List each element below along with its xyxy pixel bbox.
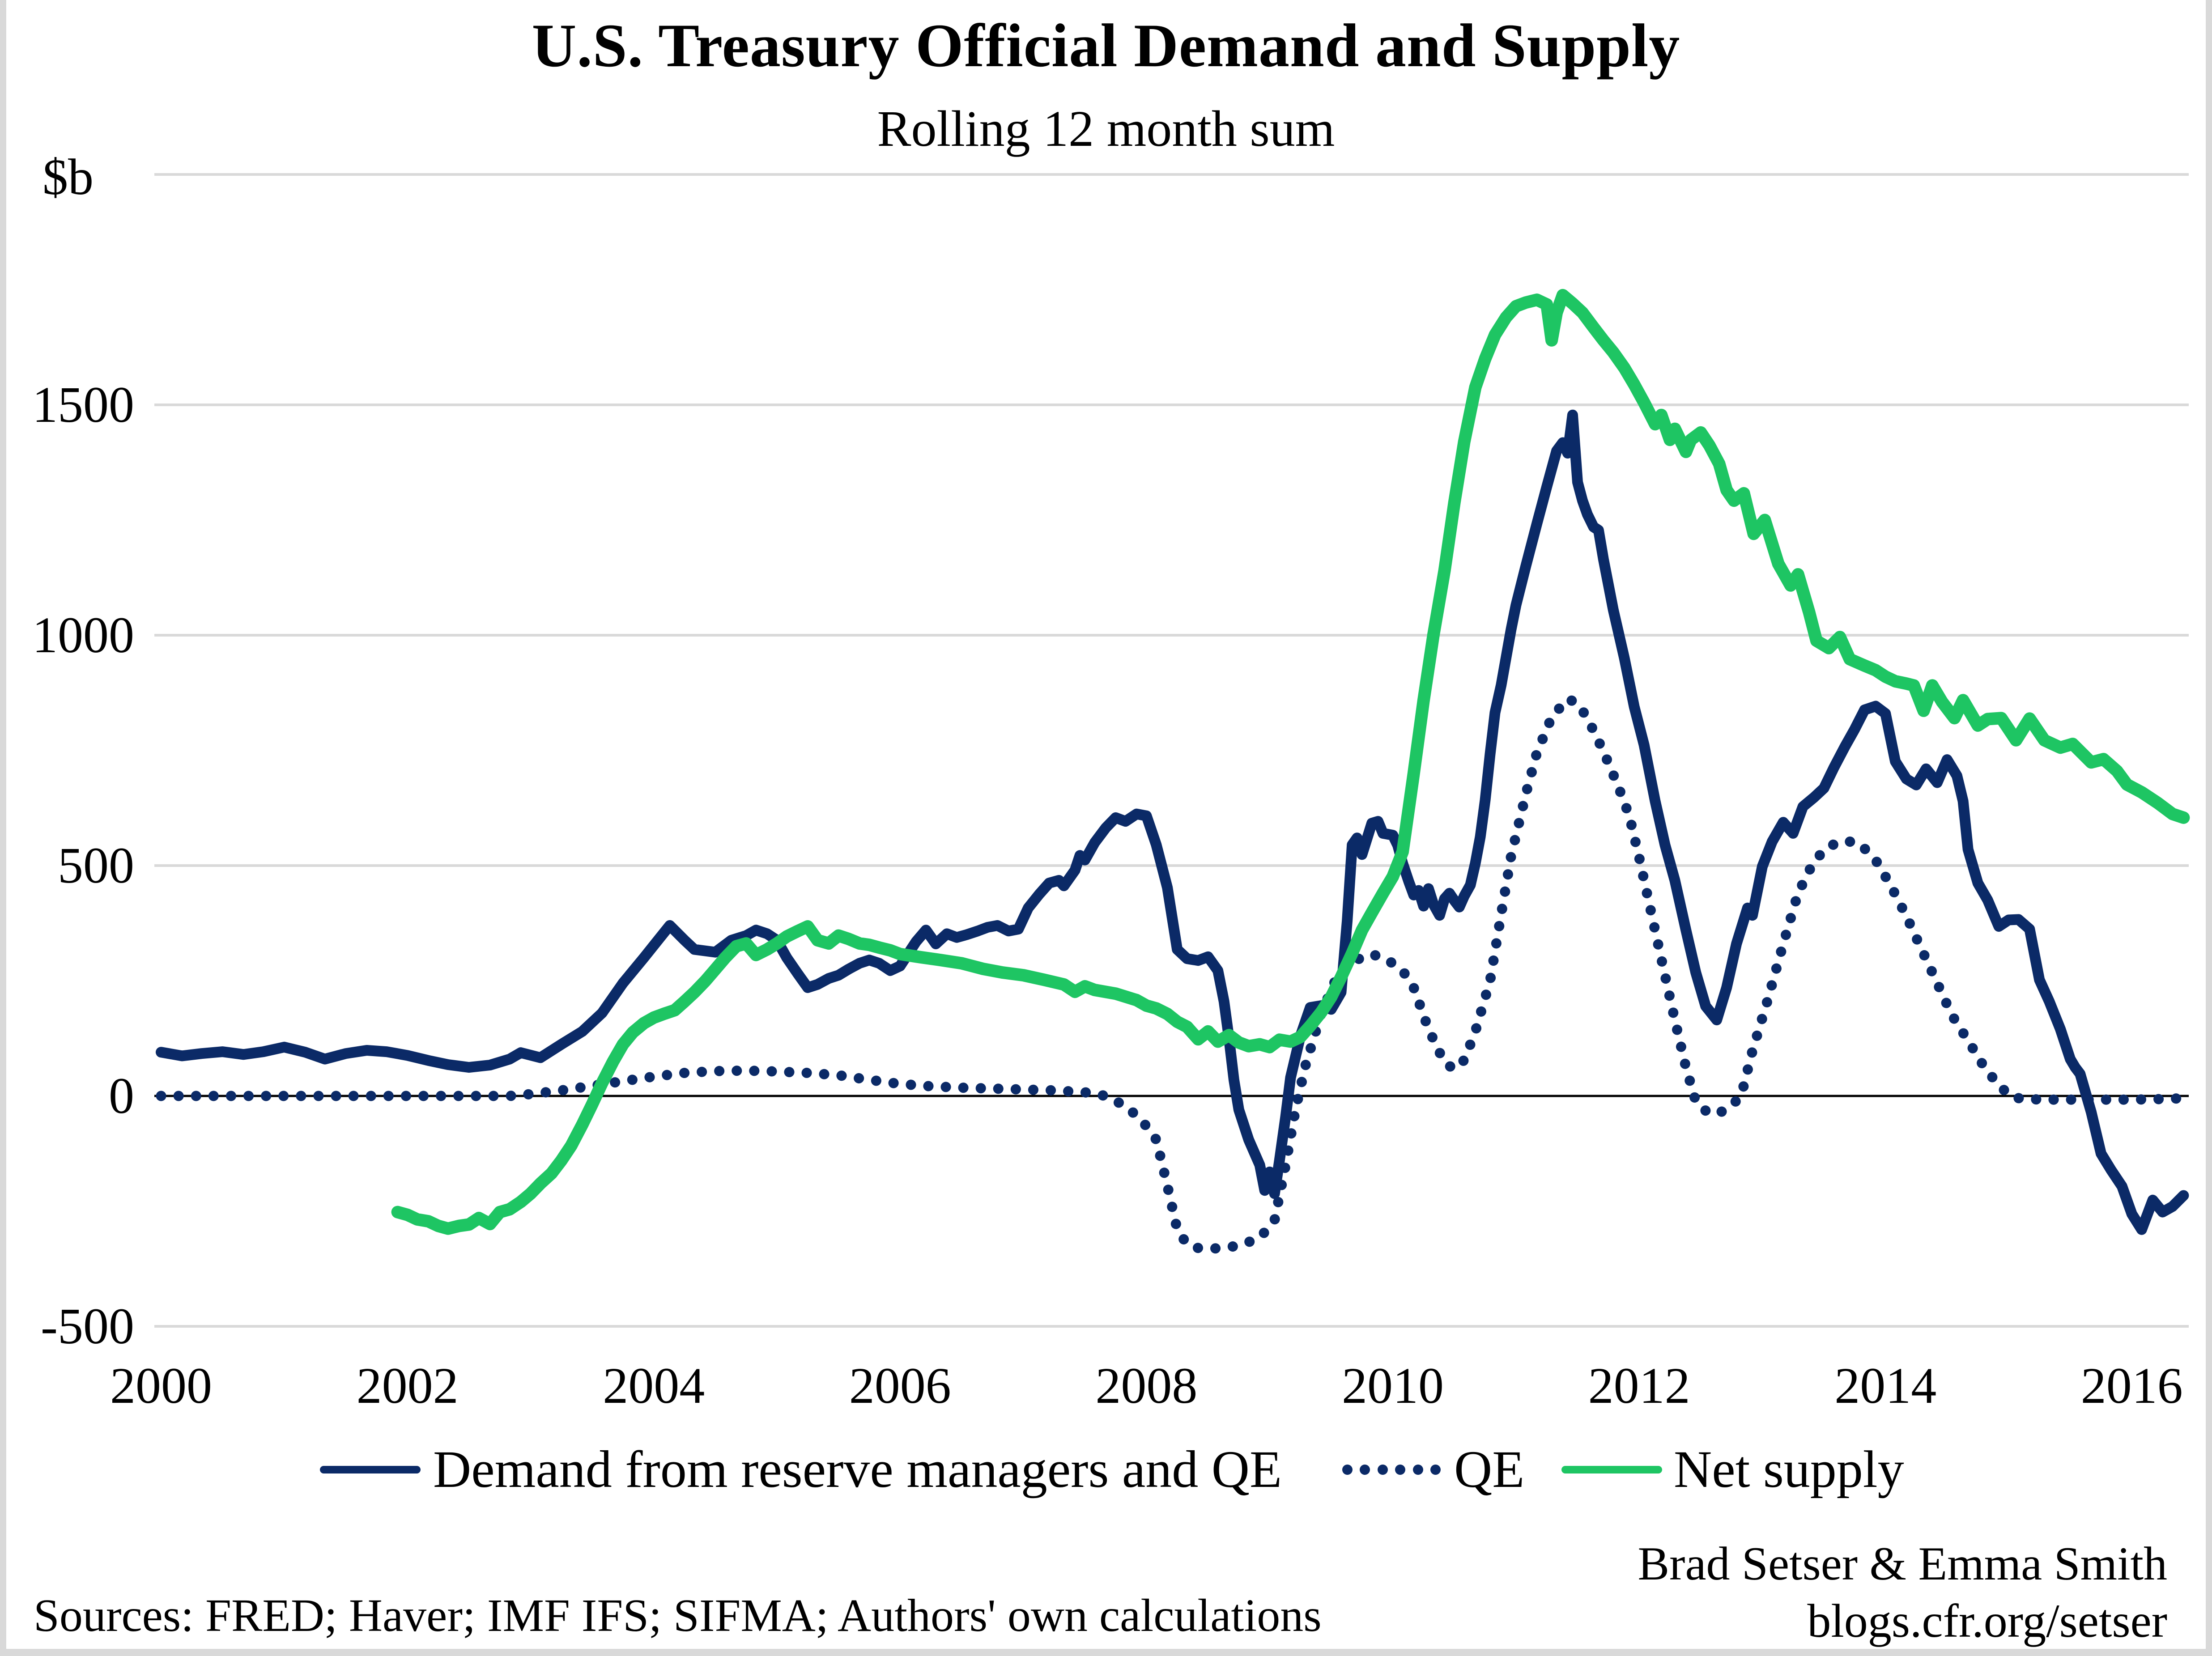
x-tick-label-2010: 2010 [1342,1357,1444,1414]
legend-label-net-supply: Net supply [1674,1440,1904,1499]
attribution: Brad Setser & Emma Smith blogs.cfr.org/s… [1638,1535,2167,1650]
legend-label-demand: Demand from reserve managers and QE [433,1440,1282,1499]
chart-title: U.S. Treasury Official Demand and Supply [532,11,1680,80]
legend-swatch-net-supply-line [1561,1465,1662,1473]
source-note: Sources: FRED; Haver; IMF IFS; SIFMA; Au… [34,1590,1322,1641]
series-line-qe [156,693,2189,1254]
legend-item-net-supply: Net supply [1561,1439,1904,1499]
x-tick-label-2008: 2008 [1095,1357,1198,1414]
series-line-net-supply [391,289,2190,1235]
x-tick-label-2000: 2000 [110,1357,212,1414]
chart-subtitle: Rolling 12 month sum [877,100,1335,157]
series-lines [156,289,2190,1254]
legend-item-demand: Demand from reserve managers and QE [320,1439,1282,1499]
y-axis-unit-label: $b [43,149,94,205]
x-tick-label-2016: 2016 [2080,1357,2183,1414]
legend-swatch-demand-line [320,1465,421,1473]
y-tick-label-1000: 1000 [32,607,134,663]
y-tick-label--500: -500 [41,1298,134,1355]
y-tick-label-1500: 1500 [32,376,134,433]
x-tick-label-2012: 2012 [1588,1357,1690,1414]
x-tick-label-2014: 2014 [1834,1357,1937,1414]
x-tick-label-2006: 2006 [849,1357,951,1414]
x-tick-label-2002: 2002 [356,1357,459,1414]
attribution-authors: Brad Setser & Emma Smith [1638,1537,2167,1590]
y-tick-label-500: 500 [58,837,134,894]
legend-label-qe: QE [1454,1440,1525,1499]
legend-swatch-qe-dotted-line [1342,1464,1441,1475]
series-line-demand-from-reserve-managers-and-qe [156,409,2189,1235]
x-tick-label-2004: 2004 [603,1357,705,1414]
attribution-url: blogs.cfr.org/setser [1807,1595,2167,1647]
y-tick-label-0: 0 [109,1067,134,1124]
gridlines [154,173,2189,1328]
legend-item-qe: QE [1342,1439,1524,1499]
